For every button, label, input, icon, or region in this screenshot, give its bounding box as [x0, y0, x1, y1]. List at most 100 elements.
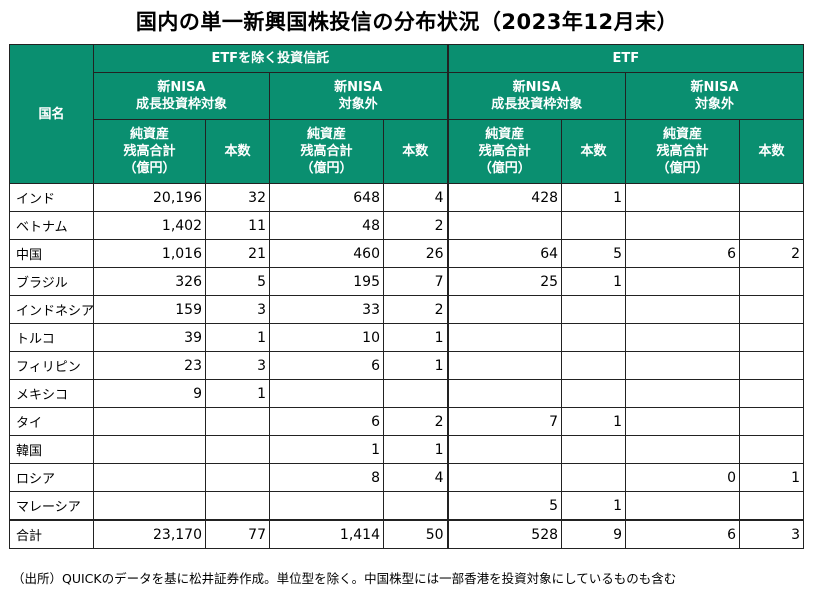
- fund-count-cell: 1: [205, 323, 270, 352]
- net-assets-cell: [269, 491, 384, 521]
- header-count-2: 本数: [382, 119, 449, 184]
- net-assets-cell: [625, 435, 741, 464]
- fund-count-cell: [205, 463, 270, 492]
- page-title: 国内の単一新興国株投信の分布状況（2023年12月末）: [135, 10, 679, 34]
- fund-count-cell: 5: [561, 239, 627, 268]
- net-assets-cell: 7: [446, 407, 563, 436]
- country-name: トルコ: [9, 323, 94, 352]
- net-assets-cell: 528: [446, 519, 563, 549]
- table-row: インドネシア 159 3 33 2: [9, 295, 805, 324]
- header-count-3: 本数: [561, 119, 627, 184]
- country-name: ロシア: [9, 463, 94, 492]
- country-name: インド: [9, 183, 94, 212]
- net-assets-cell: 1,414: [269, 519, 384, 549]
- net-assets-cell: [625, 183, 741, 212]
- net-assets-cell: 23,170: [93, 519, 206, 549]
- fund-count-cell: 21: [205, 239, 270, 268]
- fund-count-cell: 1: [561, 267, 627, 296]
- fund-count-cell: 2: [382, 295, 449, 324]
- fund-count-cell: 32: [205, 183, 270, 212]
- table-row: マレーシア 5 1: [9, 491, 805, 521]
- fund-count-cell: [561, 435, 627, 464]
- fund-count-cell: [739, 211, 805, 240]
- country-name: マレーシア: [9, 491, 94, 521]
- fund-count-cell: [739, 323, 805, 352]
- fund-count-cell: [739, 379, 805, 408]
- net-assets-cell: 64: [446, 239, 563, 268]
- fund-count-cell: 3: [739, 519, 805, 549]
- fund-count-cell: 1: [382, 323, 449, 352]
- fund-count-cell: 3: [205, 295, 270, 324]
- net-assets-cell: 1,016: [93, 239, 206, 268]
- net-assets-cell: 39: [93, 323, 206, 352]
- net-assets-cell: [446, 435, 563, 464]
- header-group-etf-excluded: ETFを除く投資信託: [92, 44, 449, 73]
- header-count-4: 本数: [739, 119, 805, 184]
- net-assets-cell: [93, 491, 206, 521]
- net-assets-cell: 20,196: [93, 183, 206, 212]
- net-assets-cell: 428: [446, 183, 563, 212]
- header-net-assets-1: 純資産 残高合計 （億円）: [93, 119, 206, 184]
- net-assets-cell: [625, 323, 741, 352]
- net-assets-cell: 6: [269, 407, 384, 436]
- net-assets-cell: [625, 211, 741, 240]
- fund-count-cell: [739, 267, 805, 296]
- fund-count-cell: 1: [205, 379, 270, 408]
- net-assets-cell: 195: [269, 267, 384, 296]
- fund-count-cell: 5: [205, 267, 270, 296]
- header-nisa-excluded-1: 新NISA 対象外: [268, 72, 449, 120]
- header-net-assets-3: 純資産 残高合計 （億円）: [446, 119, 563, 184]
- fund-count-cell: [739, 351, 805, 380]
- net-assets-cell: [93, 435, 206, 464]
- fund-count-cell: 11: [205, 211, 270, 240]
- net-assets-cell: 460: [269, 239, 384, 268]
- net-assets-cell: [446, 379, 563, 408]
- net-assets-cell: 6: [269, 351, 384, 380]
- net-assets-cell: [625, 407, 741, 436]
- table-row: インド 20,196 32 648 4 428 1: [9, 183, 805, 212]
- table-row: ブラジル 326 5 195 7 25 1: [9, 267, 805, 296]
- net-assets-cell: [269, 379, 384, 408]
- net-assets-cell: 10: [269, 323, 384, 352]
- fund-count-cell: [205, 407, 270, 436]
- net-assets-cell: 33: [269, 295, 384, 324]
- net-assets-cell: 48: [269, 211, 384, 240]
- net-assets-cell: 6: [625, 519, 741, 549]
- country-name: メキシコ: [9, 379, 94, 408]
- header-count-1: 本数: [205, 119, 270, 184]
- table-row: 韓国 1 1: [9, 435, 805, 464]
- net-assets-cell: [446, 295, 563, 324]
- fund-count-cell: 2: [739, 239, 805, 268]
- table-row: メキシコ 9 1: [9, 379, 805, 408]
- net-assets-cell: 6: [625, 239, 741, 268]
- country-name: インドネシア: [9, 295, 94, 324]
- fund-count-cell: [561, 463, 627, 492]
- table-row: ベトナム 1,402 11 48 2: [9, 211, 805, 240]
- net-assets-cell: [446, 323, 563, 352]
- fund-count-cell: [739, 295, 805, 324]
- net-assets-cell: [625, 267, 741, 296]
- header-group-etf: ETF: [446, 44, 805, 73]
- fund-count-cell: [739, 407, 805, 436]
- net-assets-cell: 159: [93, 295, 206, 324]
- net-assets-cell: [446, 211, 563, 240]
- net-assets-cell: [625, 351, 741, 380]
- fund-count-cell: 7: [382, 267, 449, 296]
- fund-count-cell: 1: [382, 351, 449, 380]
- distribution-table: 国名 ETFを除く投資信託 ETF 新NISA 成長投資枠対象 新NISA 対象…: [9, 44, 805, 549]
- table-row: 中国 1,016 21 460 26 64 5 6 2: [9, 239, 805, 268]
- total-label: 合計: [9, 519, 94, 549]
- country-name: ブラジル: [9, 267, 94, 296]
- country-name: 中国: [9, 239, 94, 268]
- fund-count-cell: 3: [205, 351, 270, 380]
- country-name: フィリピン: [9, 351, 94, 380]
- header-nisa-growth-2: 新NISA 成長投資枠対象: [446, 72, 627, 120]
- footnote: （出所）QUICKのデータを基に松井証券作成。単位型を除く。中国株型には一部香港…: [12, 571, 677, 586]
- header-net-assets-2: 純資産 残高合計 （億円）: [269, 119, 384, 184]
- table-row: フィリピン 23 3 6 1: [9, 351, 805, 380]
- fund-count-cell: [205, 491, 270, 521]
- total-row: 合計 23,170 77 1,414 50 528 9 6 3: [9, 519, 805, 549]
- fund-count-cell: [561, 211, 627, 240]
- net-assets-cell: [625, 491, 741, 521]
- fund-count-cell: [739, 435, 805, 464]
